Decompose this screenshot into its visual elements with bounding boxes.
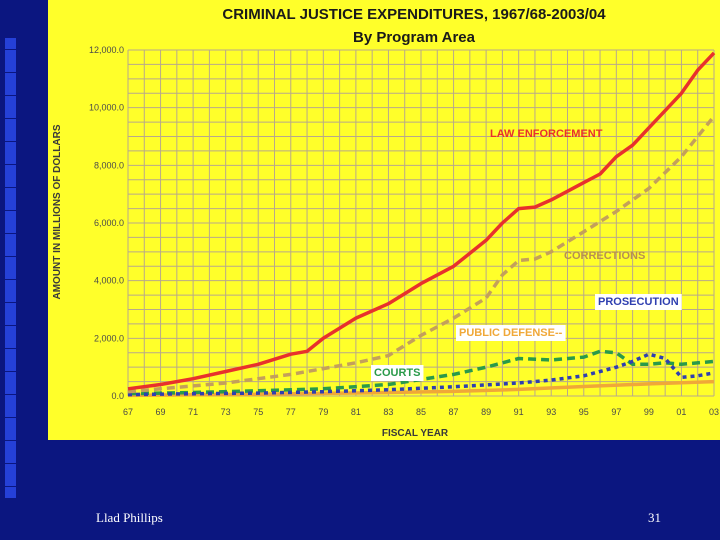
decor-square	[5, 279, 16, 291]
decor-square	[5, 302, 16, 314]
series-labels: LAW ENFORCEMENT CORRECTIONS PROSECUTION PUB…	[371, 128, 682, 381]
decor-square	[5, 268, 16, 279]
x-tick-label: 77	[286, 407, 296, 417]
x-tick-label: 69	[156, 407, 166, 417]
series-label-box	[456, 325, 566, 341]
decor-square	[5, 199, 16, 210]
series-label-prosecution: PROSECUTION	[598, 296, 679, 308]
decor-square	[5, 429, 16, 440]
decor-square	[5, 61, 16, 72]
y-tick-label: 0.0	[111, 391, 124, 401]
y-axis-title: AMOUNT IN MILLIONS OF DOLLARS	[52, 124, 63, 299]
x-tick-label: 67	[123, 407, 133, 417]
series-label-box	[371, 365, 424, 381]
y-tick-label: 8,000.0	[94, 160, 124, 170]
decor-square	[5, 337, 16, 348]
series-lines	[127, 51, 716, 398]
y-tick-label: 10,000.0	[89, 103, 124, 113]
series-label-courts: COURTS	[374, 367, 420, 379]
decor-square	[5, 164, 16, 176]
decor-square	[5, 348, 16, 360]
x-tick-label: 89	[481, 407, 491, 417]
x-tick-label: 97	[611, 407, 621, 417]
decor-square	[5, 383, 16, 394]
decor-square	[5, 256, 16, 268]
x-tick-label: 81	[351, 407, 361, 417]
decor-square	[5, 360, 16, 371]
series-label-law-enforcement: LAW ENFORCEMENT	[490, 128, 603, 140]
decor-square	[5, 95, 16, 107]
decor-square	[5, 314, 16, 325]
y-tick-label: 6,000.0	[94, 218, 124, 228]
decor-square	[5, 153, 16, 164]
series-label-public-defense: PUBLIC DEFENSE--	[459, 327, 563, 339]
decor-square	[5, 463, 16, 475]
x-tick-label: 91	[514, 407, 524, 417]
x-tick-label: 79	[318, 407, 328, 417]
decor-square	[5, 417, 16, 429]
decor-square	[5, 291, 16, 302]
decor-square	[5, 371, 16, 383]
decor-square	[5, 325, 16, 337]
decor-square	[5, 233, 16, 245]
decor-square	[5, 84, 16, 95]
decor-square	[5, 38, 16, 49]
series-line-courts	[127, 349, 715, 396]
left-decorative-strip	[0, 0, 22, 500]
x-tick-label: 01	[676, 407, 686, 417]
decor-square	[5, 49, 16, 61]
x-tick-label: 99	[644, 407, 654, 417]
decor-square	[5, 452, 16, 463]
x-tick-label: 87	[449, 407, 459, 417]
decor-square	[5, 245, 16, 256]
x-tick-label: 73	[221, 407, 231, 417]
decor-square	[5, 394, 16, 406]
x-axis-title: FISCAL YEAR	[382, 428, 449, 439]
decor-square	[5, 475, 16, 486]
x-tick-label: 95	[579, 407, 589, 417]
series-line-law-enforcement	[127, 51, 716, 391]
decor-square	[5, 187, 16, 199]
series-label-box	[595, 294, 682, 310]
x-tick-label: 83	[383, 407, 393, 417]
decor-square	[5, 72, 16, 84]
decor-square	[5, 130, 16, 141]
series-line-prosecution	[127, 352, 715, 397]
axis-ticks: 0.0 2,000.0 4,000.0 6,000.0 8,000.0 10,000.0 1…	[89, 45, 719, 417]
chart-title: CRIMINAL JUSTICE EXPENDITURES, 1967/68-2…	[222, 6, 606, 23]
decor-square	[5, 440, 16, 452]
footer-author: Llad Phillips	[96, 510, 163, 525]
y-tick-label: 12,000.0	[89, 45, 124, 55]
x-tick-label: 71	[188, 407, 198, 417]
x-tick-label: 93	[546, 407, 556, 417]
series-line-corrections	[127, 115, 716, 394]
chart-subtitle: By Program Area	[353, 29, 476, 46]
decor-square	[5, 176, 16, 187]
page-number: 31	[648, 510, 661, 525]
series-label-corrections: CORRECTIONS	[564, 250, 645, 262]
decor-square	[5, 210, 16, 222]
decor-square	[5, 486, 16, 498]
expenditures-line-chart: CRIMINAL JUSTICE EXPENDITURES, 1967/68-2…	[52, 6, 719, 439]
decor-square	[5, 406, 16, 417]
decor-square	[5, 141, 16, 153]
x-tick-label: 85	[416, 407, 426, 417]
y-tick-label: 4,000.0	[94, 276, 124, 286]
x-tick-label: 03	[709, 407, 719, 417]
y-tick-label: 2,000.0	[94, 333, 124, 343]
decor-square	[5, 222, 16, 233]
x-tick-label: 75	[253, 407, 263, 417]
grid-lines	[127, 49, 715, 397]
decor-square	[5, 118, 16, 130]
chart-panel: CRIMINAL JUSTICE EXPENDITURES, 1967/68-2…	[48, 0, 720, 440]
decor-square	[5, 107, 16, 118]
